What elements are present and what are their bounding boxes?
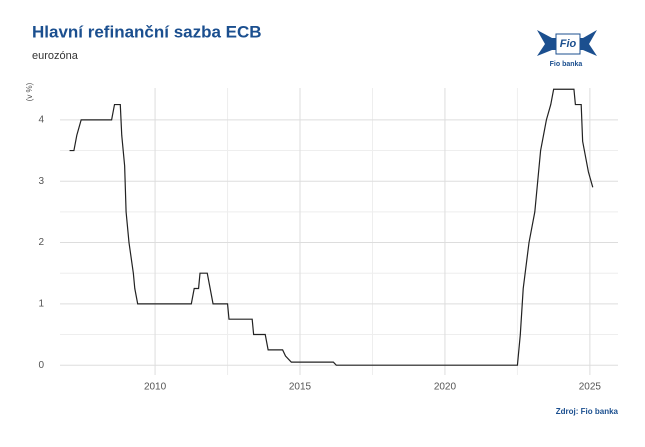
y-axis-label: (v %) xyxy=(25,82,34,101)
x-tick-label: 2025 xyxy=(579,382,602,393)
chart-title: Hlavní refinanční sazba ECB xyxy=(32,22,262,41)
source: Zdroj: Fio banka xyxy=(556,407,619,416)
line-series xyxy=(69,88,594,366)
chart-subtitle: eurozóna xyxy=(32,50,79,62)
logo: Fio Fio banka xyxy=(537,30,597,68)
x-tick-label: 2020 xyxy=(434,382,457,393)
logo-box xyxy=(555,33,581,55)
y-tick-label: 1 xyxy=(38,299,44,310)
x-tick-label: 2010 xyxy=(144,382,167,393)
y-tick-label: 2 xyxy=(38,237,44,248)
x-tick-label: 2015 xyxy=(289,382,312,393)
y-tick-label: 0 xyxy=(38,360,44,371)
logo-text: Fio xyxy=(560,38,577,50)
y-tick-label: 4 xyxy=(38,115,44,126)
y-tick-label: 3 xyxy=(38,176,44,187)
logo-caption: Fio banka xyxy=(550,61,583,68)
